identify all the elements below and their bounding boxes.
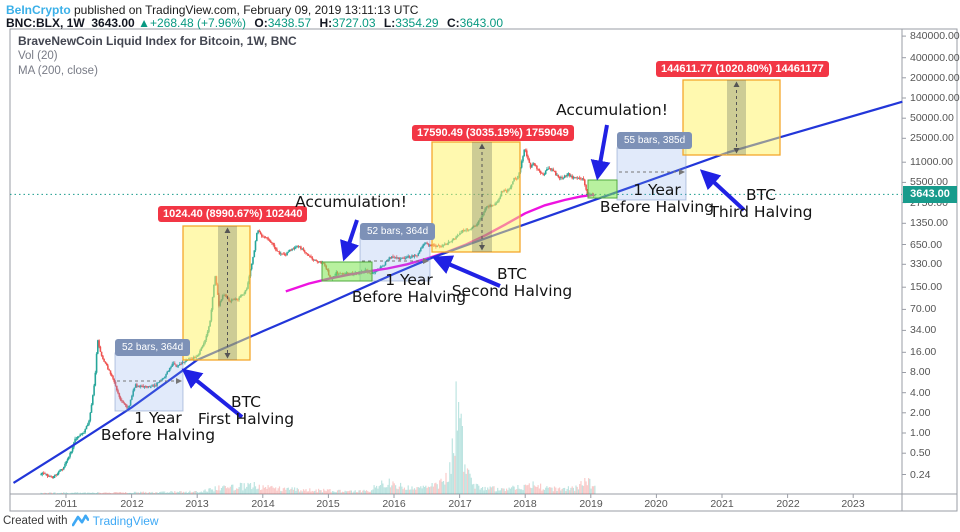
price-tick-label: 100000.00: [910, 92, 960, 104]
low-key: L:: [383, 16, 396, 30]
before-halving-line: Before Halving: [100, 425, 216, 444]
symbol-name[interactable]: BNC:BLX, 1W: [6, 16, 85, 30]
last-price: 3643.00: [91, 16, 135, 30]
annotation-one-year-3[interactable]: 1 Year Before Halving: [595, 182, 719, 215]
price-tick-label: 0.50: [910, 447, 931, 459]
projection-label-2[interactable]: 17590.49 (3035.19%) 1759049: [412, 125, 574, 141]
publish-text: published on TradingView.com, February 0…: [70, 3, 419, 17]
first-halving-line: First Halving: [197, 409, 295, 428]
measure-badge-3[interactable]: 55 bars, 385d: [617, 132, 693, 149]
legend-title: BraveNewCoin Liquid Index for Bitcoin, 1…: [18, 34, 297, 48]
year-tick-label: 2019: [579, 498, 603, 510]
tradingview-link[interactable]: TradingView: [92, 514, 159, 528]
one-year-line: 1 Year: [134, 409, 182, 427]
year-tick-label: 2012: [120, 498, 144, 510]
beincrypto-link[interactable]: BeInCrypto: [6, 3, 71, 17]
low-value: 3354.29: [395, 16, 439, 30]
pointer-arrow-4[interactable]: [590, 124, 611, 181]
year-tick-label: 2015: [316, 498, 340, 510]
price-tick-label: 70.00: [910, 303, 937, 315]
trend-line[interactable]: [12, 100, 903, 484]
symbol-ohlc-bar: BNC:BLX, 1W 3643.00 ▲+268.48 (+7.96%) O:…: [6, 16, 503, 30]
halving-box-1[interactable]: [182, 225, 251, 361]
open-value: 3438.57: [267, 16, 312, 30]
close-key: C:: [446, 16, 460, 30]
price-tick-label: 25000.00: [910, 132, 954, 144]
footer: Created with TradingView: [3, 514, 159, 528]
one-year-line: 1 Year: [385, 271, 433, 289]
price-tick-label: 8.00: [910, 366, 931, 378]
publish-info: BeInCrypto published on TradingView.com,…: [6, 3, 418, 17]
price-tick-label: 200000.00: [910, 72, 960, 84]
annotation-first-halving[interactable]: BTC First Halving: [190, 394, 302, 427]
second-halving-line: Second Halving: [451, 281, 573, 300]
btc-line: BTC: [496, 265, 528, 283]
price-tick-label: 5500.00: [910, 176, 948, 188]
year-tick-label: 2023: [841, 498, 865, 510]
legend-volume: Vol (20): [18, 50, 58, 62]
price-tick-label: 50000.00: [910, 112, 954, 124]
pointer-arrow-2[interactable]: [431, 255, 501, 288]
price-tick-label: 34.00: [910, 324, 937, 336]
year-tick-label: 2017: [448, 498, 472, 510]
chart-border: [9, 28, 958, 512]
year-tick-label: 2021: [710, 498, 734, 510]
close-value: 3643.00: [459, 16, 503, 30]
created-with-text: Created with: [3, 515, 68, 527]
price-tick-label: 650.00: [910, 239, 943, 251]
before-halving-line: Before Halving: [599, 197, 715, 216]
high-value: 3727.03: [332, 16, 376, 30]
up-triangle-icon: ▲: [138, 16, 150, 30]
annotation-one-year-1[interactable]: 1 Year Before Halving: [96, 410, 220, 443]
year-tick-label: 2014: [251, 498, 275, 510]
price-tick-label: 1350.00: [910, 217, 948, 229]
third-halving-line: Third Halving: [709, 202, 813, 221]
measure-badge-2[interactable]: 52 bars, 364d: [360, 223, 436, 240]
open-key: O:: [254, 16, 268, 30]
year-tick-label: 2013: [185, 498, 209, 510]
pointer-arrow-1[interactable]: [181, 368, 244, 419]
annotation-accumulation-2[interactable]: Accumulation!: [556, 101, 668, 119]
pointer-arrow-5[interactable]: [699, 169, 746, 212]
accumulation-box-1[interactable]: [321, 261, 373, 282]
legend-ma: MA (200, close): [18, 65, 98, 77]
price-tick-label: 2.00: [910, 407, 931, 419]
annotation-third-halving[interactable]: BTC Third Halving: [700, 187, 822, 220]
year-tick-label: 2022: [776, 498, 800, 510]
btc-line: BTC: [745, 186, 777, 204]
projection-label-3[interactable]: 144611.77 (1020.80%) 14461177: [656, 61, 829, 77]
halving-box-2[interactable]: [431, 141, 521, 253]
current-price-tag: 3643.00: [903, 186, 957, 203]
price-tick-label: 330.00: [910, 258, 943, 270]
year-tick-label: 2018: [513, 498, 537, 510]
before-halving-line: Before Halving: [351, 287, 467, 306]
price-tick-label: 400000.00: [910, 52, 960, 64]
measure-badge-1[interactable]: 52 bars, 364d: [115, 339, 191, 356]
halving-box-3[interactable]: [682, 79, 781, 156]
one-year-line: 1 Year: [633, 181, 681, 199]
change-value: +268.48 (+7.96%): [149, 16, 247, 30]
price-tick-label: 11000.00: [910, 156, 954, 168]
year-tick-label: 2016: [382, 498, 406, 510]
measure-region-1[interactable]: [114, 352, 184, 412]
chart-legend[interactable]: BraveNewCoin Liquid Index for Bitcoin, 1…: [18, 34, 297, 79]
price-tick-label: 840000.00: [910, 30, 960, 42]
year-tick-label: 2011: [54, 498, 78, 510]
price-tick-label: 4.00: [910, 387, 931, 399]
year-tick-label: 2020: [644, 498, 668, 510]
annotation-second-halving[interactable]: BTC Second Halving: [447, 266, 577, 299]
pointer-arrow-3[interactable]: [340, 219, 360, 262]
price-tick-label: 0.24: [910, 469, 931, 481]
price-tick-label: 1.00: [910, 427, 931, 439]
annotation-one-year-2[interactable]: 1 Year Before Halving: [347, 272, 471, 305]
price-tick-label: 16.00: [910, 346, 937, 358]
price-tick-label: 150.00: [910, 281, 943, 293]
tradingview-logo-icon: [71, 514, 89, 527]
btc-line: BTC: [230, 393, 262, 411]
projection-label-1[interactable]: 1024.40 (8990.67%) 102440: [158, 206, 308, 222]
high-key: H:: [319, 16, 333, 30]
annotation-accumulation-1[interactable]: Accumulation!: [295, 193, 407, 211]
